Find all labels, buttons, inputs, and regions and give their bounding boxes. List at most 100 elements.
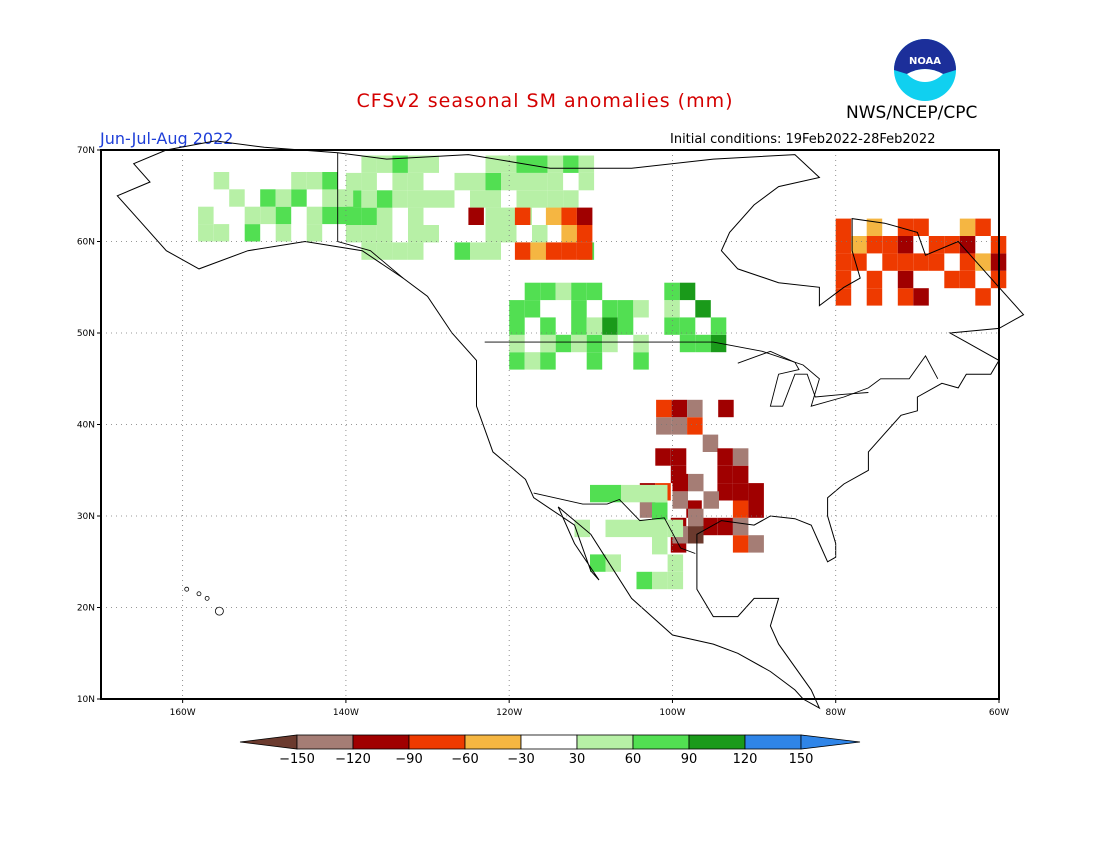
colorbar-label: 90	[681, 752, 698, 767]
anomaly-cell	[545, 242, 562, 260]
anomaly-cell	[586, 282, 603, 301]
anomaly-cell	[198, 224, 214, 242]
colorbar-segment	[408, 734, 466, 750]
anomaly-cell	[671, 399, 688, 418]
anomaly-cell	[532, 190, 548, 208]
anomaly-cell	[454, 242, 470, 260]
anomaly-cell	[571, 300, 587, 318]
noaa-logo: NOAA	[894, 39, 956, 101]
anomaly-cell	[547, 155, 564, 173]
lon-tick-label: 120W	[496, 708, 522, 718]
anomaly-cell	[652, 502, 668, 520]
anomaly-cell	[516, 172, 532, 191]
anomaly-cell	[621, 519, 637, 538]
anomaly-cell	[361, 172, 377, 191]
anomaly-cell	[636, 571, 652, 590]
anomaly-cell	[688, 508, 704, 527]
anomaly-cell	[485, 225, 501, 243]
lat-tick-label: 40N	[77, 421, 95, 431]
anomaly-cell	[423, 225, 439, 243]
anomaly-cell	[337, 206, 354, 225]
lat-tick-label: 50N	[77, 329, 95, 339]
anomaly-cell	[866, 236, 883, 254]
anomaly-cell	[633, 352, 649, 370]
anomaly-cell	[866, 288, 883, 306]
anomaly-cell	[540, 352, 556, 370]
anomaly-cell	[501, 155, 517, 173]
anomaly-cell	[636, 519, 652, 538]
anomaly-cell	[376, 225, 393, 243]
anomaly-cell	[590, 484, 606, 503]
anomaly-cell	[718, 399, 734, 418]
anomaly-cell	[540, 282, 556, 301]
anomaly-cell	[306, 224, 323, 242]
anomaly-cell	[701, 517, 718, 536]
anomaly-cell	[509, 317, 525, 335]
colorbar-label: −90	[395, 752, 422, 767]
anomaly-cell	[244, 206, 261, 225]
anomaly-cell	[501, 225, 517, 243]
anomaly-cell	[897, 253, 914, 271]
anomaly-cell	[291, 189, 307, 207]
anomaly-cell	[576, 225, 593, 243]
anomaly-cell	[470, 172, 486, 191]
anomaly-region	[509, 282, 727, 370]
colorbar-segment	[464, 734, 522, 750]
anomaly-cell	[959, 253, 976, 271]
anomaly-cell	[376, 155, 393, 173]
colorbar-label: 60	[625, 752, 642, 767]
anomaly-cell	[671, 417, 688, 435]
anomaly-cell	[361, 242, 377, 260]
us-canada-border	[484, 341, 939, 407]
anomaly-cell	[563, 190, 579, 208]
anomaly-cell	[361, 190, 377, 208]
anomaly-cell	[717, 483, 733, 501]
anomaly-cell	[576, 242, 593, 260]
anomaly-cell	[605, 519, 621, 538]
lat-tick-label: 60N	[77, 238, 95, 248]
anomaly-cell	[633, 334, 649, 353]
agency-label: NWS/NCEP/CPC	[846, 103, 978, 123]
anomaly-cell	[633, 300, 649, 318]
anomaly-cell	[524, 282, 541, 301]
anomaly-cell	[322, 172, 338, 190]
anomaly-cell	[944, 270, 960, 289]
colorbar-segment	[296, 734, 354, 750]
anomaly-cell	[866, 218, 883, 236]
anomaly-cell	[530, 242, 546, 260]
anomaly-cell	[275, 224, 292, 242]
anomaly-cell	[229, 189, 245, 207]
anomaly-cell	[408, 242, 424, 260]
anomaly-cell	[345, 172, 362, 191]
anomaly-cell	[672, 473, 688, 492]
colorbar-label: 30	[569, 752, 586, 767]
anomaly-cell	[361, 207, 377, 225]
anomaly-cell	[656, 417, 672, 435]
anomaly-cell	[392, 172, 408, 191]
hawaii-island	[196, 591, 202, 597]
anomaly-cell	[392, 190, 408, 208]
anomaly-cell	[586, 317, 603, 335]
anomaly-cell	[667, 519, 684, 538]
anomaly-cell	[514, 207, 531, 225]
anomaly-cell	[617, 300, 634, 318]
anomaly-cell	[687, 399, 703, 418]
anomaly-cell	[687, 417, 703, 435]
anomaly-region	[672, 473, 719, 544]
colorbar-label: −150	[279, 752, 315, 767]
anomaly-cell	[524, 300, 541, 318]
anomaly-cell	[198, 206, 214, 225]
anomaly-cell	[652, 519, 668, 538]
anomaly-cell	[913, 218, 929, 236]
anomaly-cell	[664, 282, 680, 301]
anomaly-cell	[485, 190, 501, 208]
anomaly-region	[198, 172, 354, 242]
anomaly-cell	[501, 207, 517, 225]
anomaly-cell	[361, 155, 377, 173]
anomaly-cell	[485, 242, 501, 260]
anomaly-cell	[532, 172, 548, 191]
anomaly-cell	[509, 352, 525, 370]
anomaly-cell	[586, 334, 603, 353]
anomaly-cell	[602, 334, 618, 353]
anomaly-cell	[897, 270, 914, 289]
